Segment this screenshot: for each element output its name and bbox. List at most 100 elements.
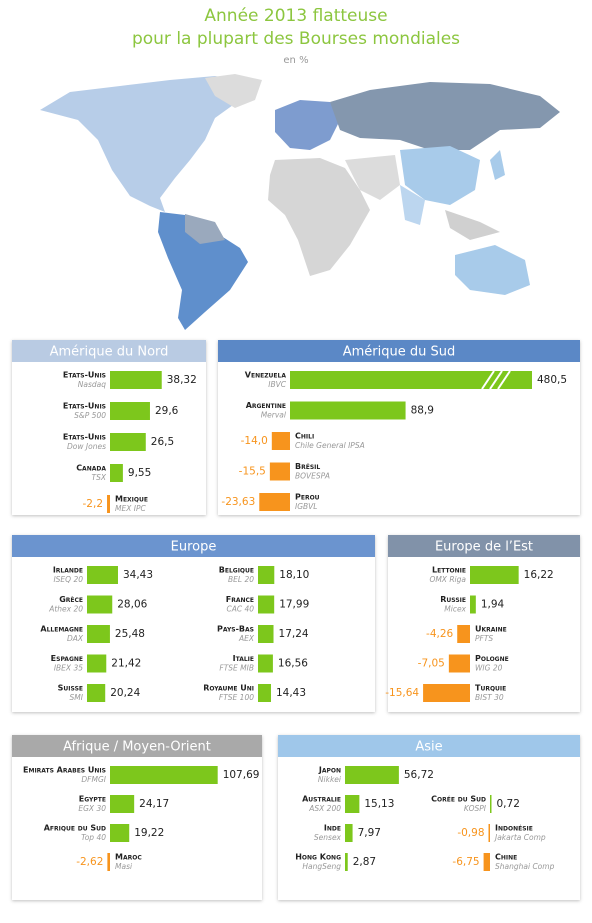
country-name: Corée du Sud — [431, 795, 486, 804]
value-label: -2,62 — [76, 856, 103, 868]
panel-header — [12, 735, 262, 757]
country-name: Royaume Uni — [203, 684, 254, 693]
panel-header — [12, 340, 206, 362]
value-label: 88,9 — [411, 405, 434, 417]
index-name: ISEQ 20 — [53, 575, 83, 584]
panel-title: Afrique / Moyen-Orient — [63, 740, 211, 755]
value-label: 56,72 — [404, 769, 434, 781]
value-label: 107,69 — [223, 769, 260, 781]
country-name: Etats-Unis — [63, 371, 106, 380]
index-name: PFTS — [475, 634, 493, 643]
bar — [107, 495, 110, 513]
bar — [345, 853, 348, 871]
bar — [259, 493, 290, 511]
panel — [278, 735, 580, 900]
bar — [448, 654, 470, 673]
index-name: Nasdaq — [78, 380, 106, 389]
country-name: Venezuela — [245, 371, 287, 380]
index-name: Top 40 — [81, 833, 106, 842]
value-label: -15,64 — [385, 687, 419, 699]
bar — [87, 684, 106, 702]
value-label: 17,99 — [279, 599, 309, 611]
value-label: 29,6 — [155, 405, 179, 417]
country-name: Italie — [233, 654, 254, 663]
value-label: 18,10 — [279, 569, 309, 581]
index-name: MEX IPC — [115, 504, 146, 513]
index-name: Sensex — [314, 833, 342, 842]
index-name: CAC 40 — [226, 605, 254, 614]
bar — [258, 625, 274, 643]
index-name: AEX — [238, 634, 255, 643]
value-label: 16,22 — [524, 569, 554, 581]
value-label: 25,48 — [115, 628, 145, 640]
panel — [12, 340, 206, 515]
value-label: -4,26 — [426, 628, 453, 640]
value-label: -23,63 — [221, 496, 255, 508]
country-name: Inde — [324, 824, 341, 833]
value-label: 14,43 — [276, 687, 306, 699]
bar — [345, 824, 353, 842]
country-name: Etats-Unis — [63, 433, 106, 442]
index-name: WIG 20 — [475, 664, 503, 673]
country-name: Pologne — [475, 654, 509, 663]
value-label: -0,98 — [457, 827, 484, 839]
country-name: Afrique du Sud — [44, 824, 106, 833]
value-label: 38,32 — [167, 374, 197, 386]
index-name: Chile General IPSA — [295, 441, 365, 450]
panel-title: Europe de l’Est — [435, 540, 533, 555]
bar — [470, 566, 519, 584]
panel-header — [278, 735, 580, 757]
index-name: Micex — [444, 605, 466, 614]
bar — [290, 371, 532, 389]
panel-title: Europe — [171, 540, 217, 555]
country-name: Perou — [295, 493, 320, 502]
index-name: KOSPI — [464, 804, 487, 813]
bar — [490, 795, 492, 813]
bar — [110, 464, 123, 482]
bar — [258, 566, 275, 584]
panel-header — [388, 535, 580, 557]
index-name: OMX Riga — [429, 575, 466, 584]
bar — [110, 795, 135, 813]
scale-break — [489, 370, 503, 390]
country-name: Mexique — [115, 495, 148, 504]
value-label: 17,24 — [279, 628, 309, 640]
panel-title: Asie — [415, 740, 442, 755]
panel — [12, 535, 375, 712]
value-label: 20,24 — [110, 687, 140, 699]
country-name: Grèce — [59, 595, 83, 604]
country-name: Espagne — [51, 654, 83, 663]
bar — [110, 824, 130, 842]
country-name: Russie — [440, 595, 466, 604]
country-name: Chine — [495, 853, 517, 862]
title-line: pour la plupart des Bourses mondiales — [132, 29, 460, 49]
index-name: S&P 500 — [74, 411, 106, 420]
value-label: -7,05 — [418, 658, 445, 670]
country-name: Brésil — [295, 462, 320, 471]
value-label: 0,72 — [497, 798, 520, 810]
index-name: Athex 20 — [48, 605, 83, 614]
panel-title: Amérique du Sud — [343, 345, 456, 360]
bar — [110, 433, 146, 451]
index-name: EGX 30 — [78, 804, 106, 813]
value-label: 34,43 — [123, 569, 153, 581]
index-name: Jakarta Comp — [493, 833, 546, 842]
country-name: Australie — [302, 795, 341, 804]
bar — [110, 402, 150, 420]
value-label: 480,5 — [537, 374, 567, 386]
panel — [12, 735, 262, 900]
index-name: BIST 30 — [475, 693, 504, 702]
bar — [110, 371, 162, 389]
bar — [87, 595, 113, 614]
index-name: Dow Jones — [67, 442, 106, 451]
index-name: Nikkei — [318, 775, 342, 784]
panel-header — [218, 340, 580, 362]
country-name: France — [226, 595, 254, 604]
value-label: 26,5 — [151, 436, 174, 448]
bar — [423, 684, 470, 702]
subtitle: en % — [283, 55, 308, 66]
country-name: Allemagne — [40, 625, 83, 634]
country-name: Etats-Unis — [63, 402, 106, 411]
title-line: Année 2013 flatteuse — [204, 6, 387, 26]
